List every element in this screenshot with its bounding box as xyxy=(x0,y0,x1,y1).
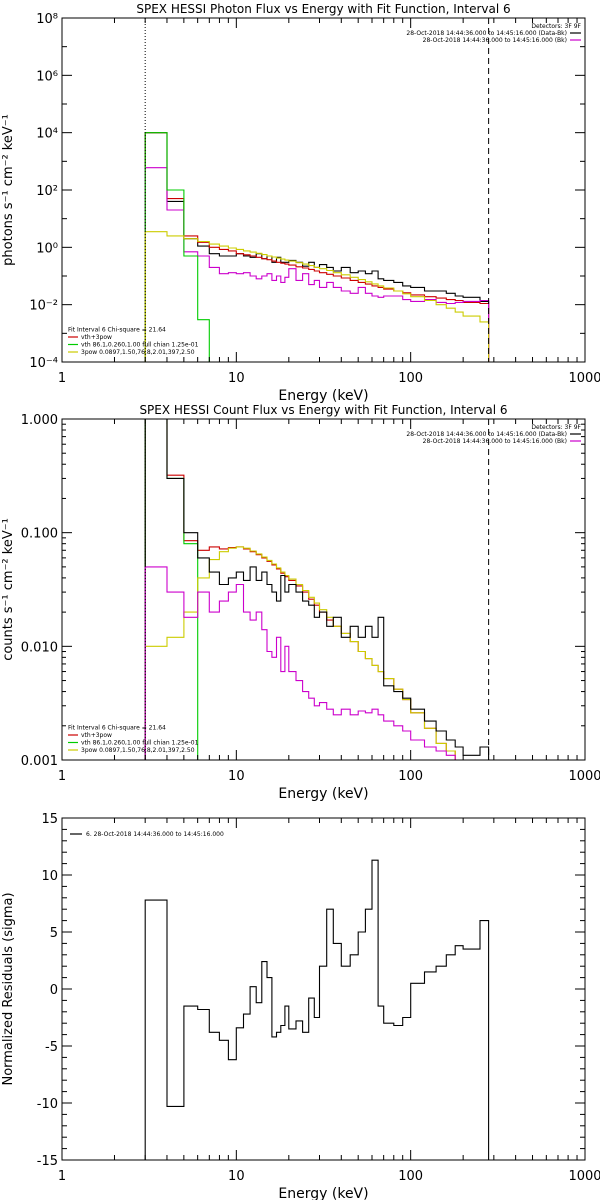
plot-frame xyxy=(61,17,586,363)
y-tick-label: 10⁶ xyxy=(36,69,58,84)
x-tick-label: 100 xyxy=(398,1169,423,1184)
series-3pow xyxy=(144,546,489,760)
chart-title: SPEX HESSI Count Flux vs Energy with Fit… xyxy=(139,403,507,417)
chart-panel-1: 1 10 100 1000 10⁻⁴ 10⁻² 10⁰ 10² 10⁴ 10⁶ 10⁸ SPEX HE… xyxy=(1,2,600,404)
x-tick-label: 1 xyxy=(58,1169,66,1184)
legend-entry: 28-Oct-2018 14:44:36.000 to 14:45:16.000… xyxy=(406,30,567,37)
series-bk xyxy=(144,167,490,362)
series-vth-3pow xyxy=(144,419,489,760)
legend-entry: 6. 28-Oct-2018 14:44:36.000 to 14:45:16.… xyxy=(86,831,224,838)
plot-frame xyxy=(61,817,586,1161)
y-tick-label: -15 xyxy=(37,1154,58,1169)
x-axis-label: Energy (keV) xyxy=(278,786,368,802)
legend-entry: vth+3pow xyxy=(81,732,112,739)
legend-entry: 28-Oct-2018 14:44:36.000 to 14:45:16.000… xyxy=(423,37,567,44)
y-tick-label: 10⁸ xyxy=(36,12,58,27)
legend-entry: Fit Interval 6 Chi-square = 21.64 xyxy=(68,725,166,732)
x-tick-label: 10 xyxy=(228,371,245,386)
y-tick-label: 0.001 xyxy=(21,754,58,769)
y-tick-label: 10⁰ xyxy=(36,241,58,256)
y-tick-label: 10 xyxy=(41,869,58,884)
y-tick-label: 1.000 xyxy=(21,413,58,428)
x-tick-label: 1000 xyxy=(568,769,600,784)
y-tick-label: 10⁴ xyxy=(36,127,58,142)
legend-entry: vth+3pow xyxy=(81,334,112,341)
x-axis-label: Energy (keV) xyxy=(278,1186,368,1200)
y-tick-label: 15 xyxy=(41,812,58,827)
y-tick-label: 0 xyxy=(50,983,58,998)
y-tick-label: 10⁻⁴ xyxy=(29,356,58,371)
x-tick-label: 10 xyxy=(228,1169,245,1184)
legend-entry: Detectors: 3F 9F xyxy=(531,23,581,30)
x-tick-label: 100 xyxy=(398,769,423,784)
y-tick-label: 0.100 xyxy=(21,527,58,542)
legend-entry: vth 86.1,0.260,1.00 full chian 1.25e-01 xyxy=(81,740,199,747)
chart-panel-2: 1 10 100 1000 0.001 0.010 0.100 1.000 SPEX HESSI… xyxy=(1,403,600,802)
x-tick-label: 1000 xyxy=(568,1169,600,1184)
chart-title: SPEX HESSI Photon Flux vs Energy with Fi… xyxy=(136,2,510,16)
y-axis-label: counts s⁻¹ cm⁻² keV⁻¹ xyxy=(1,518,16,661)
legend-entry: 28-Oct-2018 14:44:36.000 to 14:45:16.000… xyxy=(406,431,567,438)
y-tick-label: 0.010 xyxy=(21,640,58,655)
series-data-bk xyxy=(144,419,490,760)
chart-panel-3: 1 10 100 1000 -15 -10 -5 0 5 10 15 Energy (keV) Norm… xyxy=(1,812,600,1200)
series-vth-3pow xyxy=(144,132,490,362)
series-3pow xyxy=(144,231,490,362)
x-tick-label: 1 xyxy=(58,769,66,784)
y-axis-label: Normalized Residuals (sigma) xyxy=(1,892,16,1085)
legend-entry: Detectors: 3F 9F xyxy=(531,424,581,431)
series-vth xyxy=(144,132,220,362)
x-tick-label: 1 xyxy=(58,371,66,386)
x-axis-label: Energy (keV) xyxy=(278,388,368,404)
x-tick-label: 10 xyxy=(228,769,245,784)
x-tick-label: 100 xyxy=(398,371,423,386)
legend-entry: 28-Oct-2018 14:44:36.000 to 14:45:16.000… xyxy=(423,438,567,445)
legend-entry: Fit Interval 6 Chi-square = 21.64 xyxy=(68,327,166,334)
series-data-bk xyxy=(144,132,490,362)
plot-frame xyxy=(61,418,586,761)
series-vth xyxy=(144,419,210,760)
y-tick-label: 10⁻² xyxy=(29,299,58,314)
y-tick-label: -10 xyxy=(37,1097,58,1112)
y-tick-label: 5 xyxy=(50,926,58,941)
legend-entry: vth 86.1,0.260,1.00 full chian 1.25e-01 xyxy=(81,342,199,349)
series-residuals xyxy=(144,859,490,1160)
series-bk xyxy=(144,566,489,760)
y-tick-label: -5 xyxy=(45,1040,58,1055)
x-tick-label: 1000 xyxy=(568,371,600,386)
legend-entry: 3pow 0.0897,1.50,76.8,2.01,397,2.50 xyxy=(81,349,195,356)
y-tick-label: 10² xyxy=(36,184,58,199)
legend-entry: 3pow 0.0897,1.50,76.8,2.01,397,2.50 xyxy=(81,747,195,754)
y-axis-label: photons s⁻¹ cm⁻² keV⁻¹ xyxy=(1,114,16,266)
